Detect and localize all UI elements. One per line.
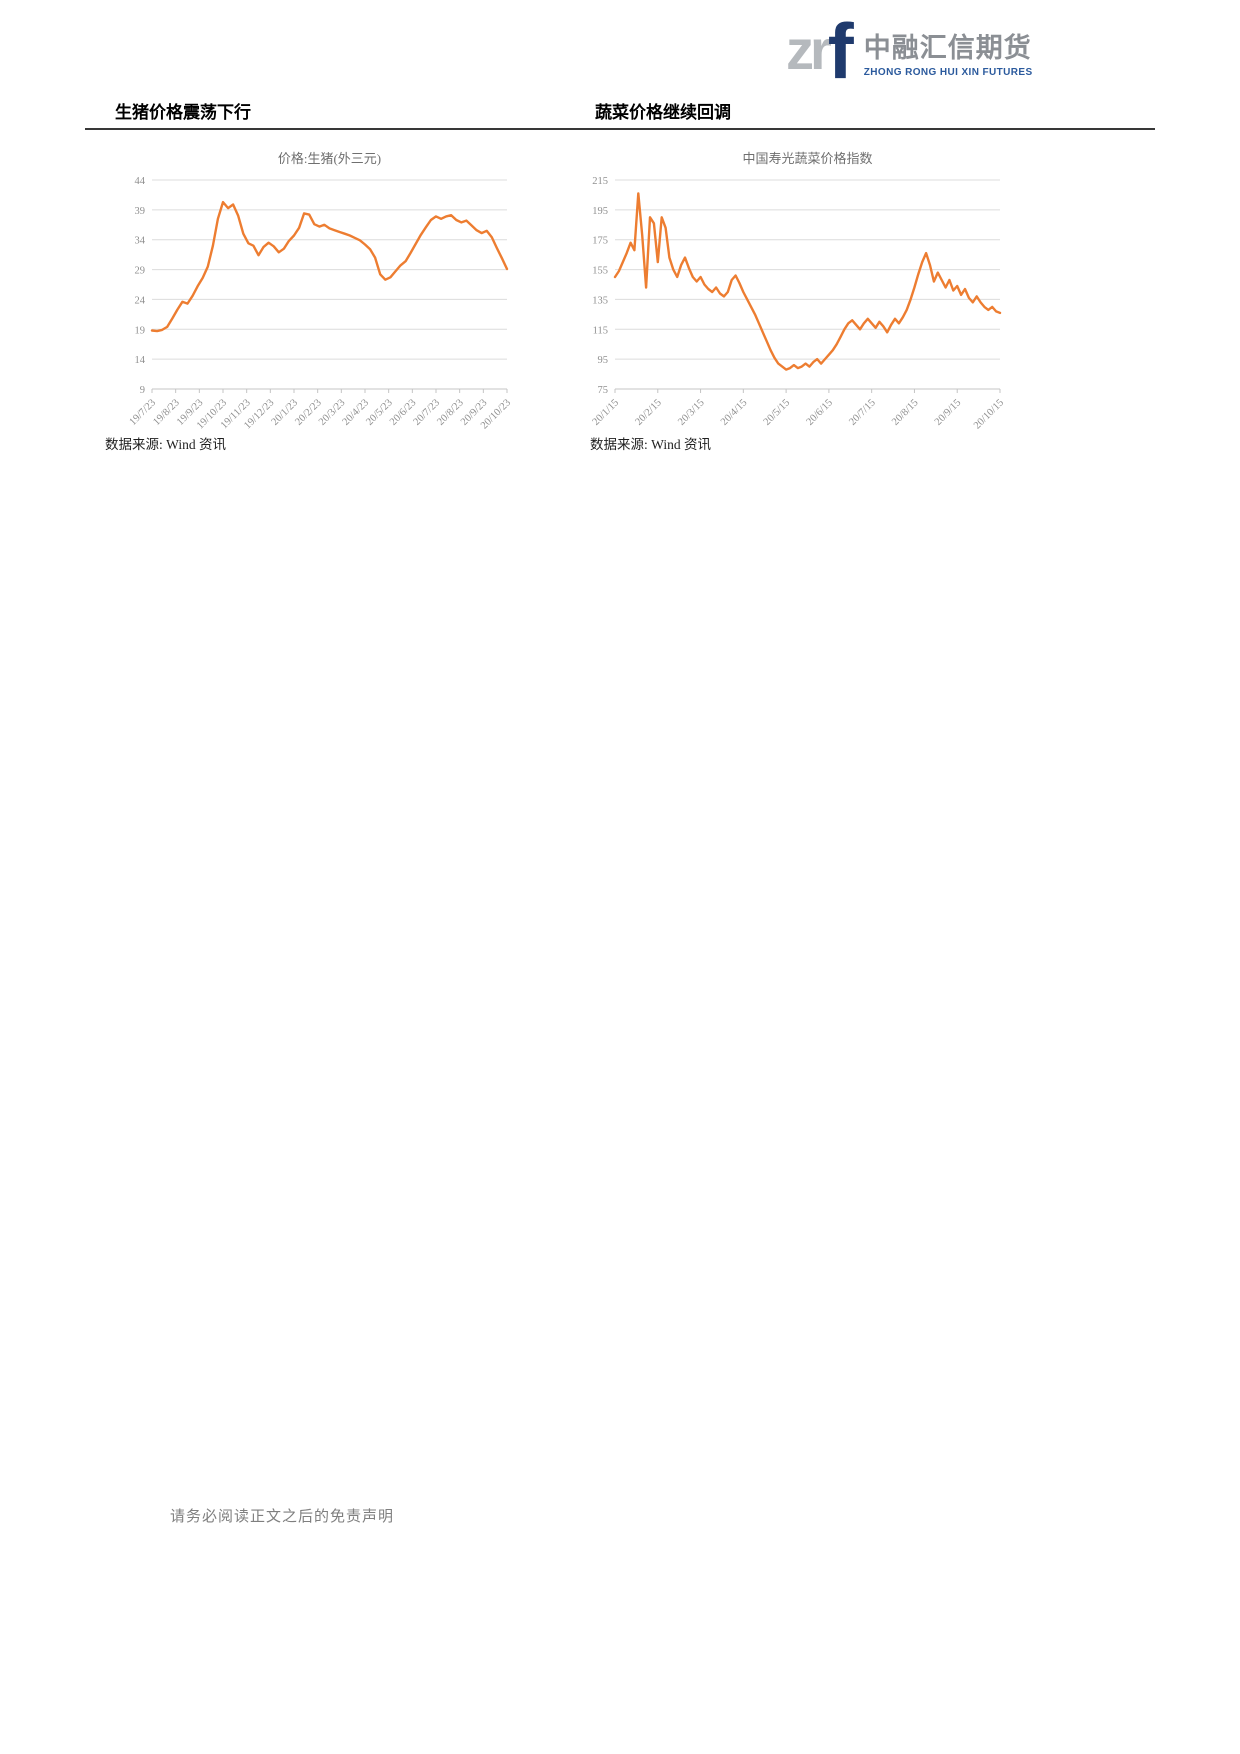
svg-text:75: 75 xyxy=(598,385,609,396)
svg-text:215: 215 xyxy=(592,176,608,187)
svg-text:29: 29 xyxy=(135,266,146,277)
svg-text:20/2/15: 20/2/15 xyxy=(633,397,663,427)
svg-text:195: 195 xyxy=(592,206,608,217)
svg-text:20/10/15: 20/10/15 xyxy=(972,397,1006,431)
logo-company-name-en: ZHONG RONG HUI XIN FUTURES xyxy=(863,66,1033,78)
company-logo: zr f 中融汇信期货 ZHONG RONG HUI XIN FUTURES xyxy=(786,12,1033,90)
svg-text:价格:生猪(外三元): 价格:生猪(外三元) xyxy=(278,151,381,166)
svg-text:34: 34 xyxy=(135,236,146,247)
logo-zr-letters: zr xyxy=(786,18,832,82)
svg-text:20/6/15: 20/6/15 xyxy=(805,397,835,427)
svg-text:20/9/15: 20/9/15 xyxy=(933,397,963,427)
zrf-logo-icon: zr f xyxy=(786,12,854,90)
right-section-header: 蔬菜价格继续回调 xyxy=(595,103,731,122)
svg-text:20/3/15: 20/3/15 xyxy=(676,397,706,427)
header-divider-line xyxy=(85,128,1155,130)
disclaimer-footer: 请务必阅读正文之后的免责声明 xyxy=(170,1509,395,1525)
svg-text:20/4/15: 20/4/15 xyxy=(719,397,749,427)
svg-text:19: 19 xyxy=(135,325,146,336)
svg-text:9: 9 xyxy=(140,385,145,396)
svg-text:95: 95 xyxy=(598,355,609,366)
logo-f-letter: f xyxy=(827,7,854,95)
right-data-source: 数据来源: Wind 资讯 xyxy=(590,437,711,452)
svg-text:20/5/15: 20/5/15 xyxy=(762,397,792,427)
svg-text:20/7/15: 20/7/15 xyxy=(847,397,877,427)
svg-text:中国寿光蔬菜价格指数: 中国寿光蔬菜价格指数 xyxy=(742,151,872,166)
svg-text:24: 24 xyxy=(135,295,146,306)
logo-company-name-cn: 中融汇信期货 xyxy=(863,33,1032,63)
left-section-header: 生猪价格震荡下行 xyxy=(115,103,251,122)
svg-text:39: 39 xyxy=(135,206,146,217)
pig-price-chart: 价格:生猪(外三元)44393429241914919/7/2319/8/231… xyxy=(128,151,513,432)
logo-text-block: 中融汇信期货 ZHONG RONG HUI XIN FUTURES xyxy=(863,16,1033,78)
svg-text:135: 135 xyxy=(592,295,608,306)
svg-text:14: 14 xyxy=(135,355,146,366)
left-data-source: 数据来源: Wind 资讯 xyxy=(105,437,226,452)
svg-text:44: 44 xyxy=(135,176,146,187)
svg-text:20/1/15: 20/1/15 xyxy=(591,397,621,427)
svg-text:20/8/15: 20/8/15 xyxy=(890,397,920,427)
svg-text:175: 175 xyxy=(592,236,608,247)
svg-text:115: 115 xyxy=(593,325,608,336)
svg-text:155: 155 xyxy=(592,266,608,277)
